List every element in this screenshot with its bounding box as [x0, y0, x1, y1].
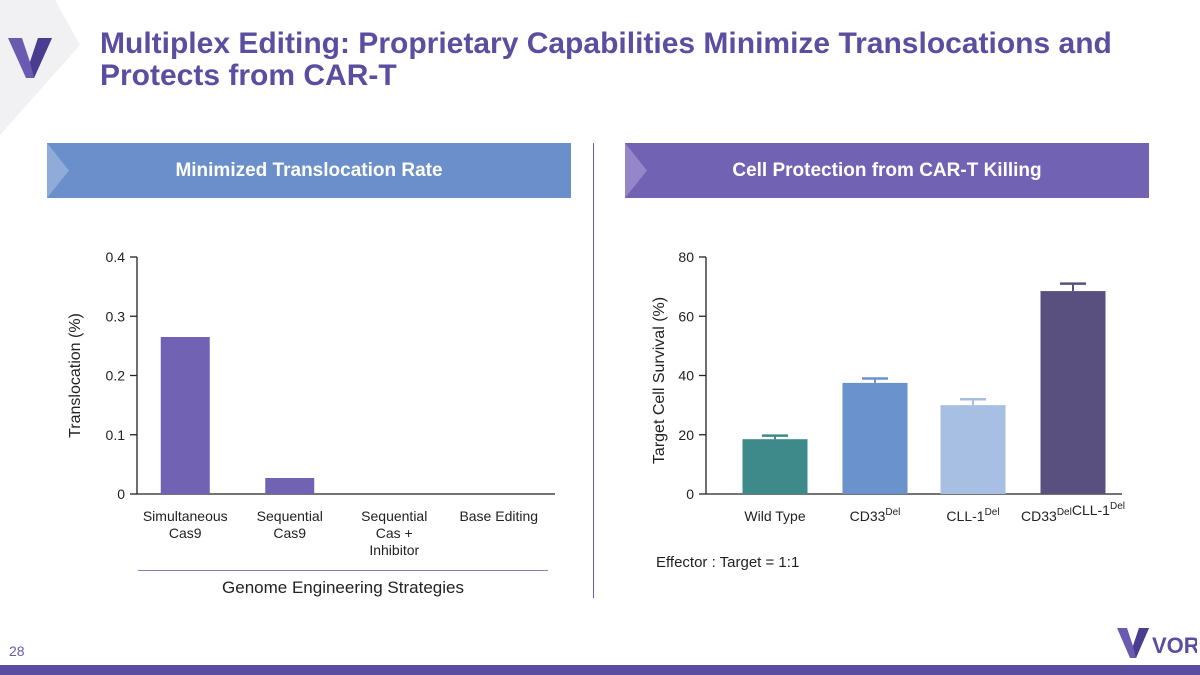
x-tick-label-superscript: Del: [1057, 507, 1072, 518]
x-axis-title: Genome Engineering Strategies: [222, 578, 464, 597]
y-tick-label: 0.3: [106, 308, 126, 324]
footer-bar: [0, 665, 1200, 675]
left-panel-header: Minimized Translocation Rate: [47, 143, 571, 198]
x-tick-label-superscript: Del: [885, 507, 900, 518]
x-tick-label: CLL-1Del: [946, 507, 999, 524]
y-tick-label: 60: [678, 308, 694, 324]
y-tick-label: 80: [678, 249, 694, 265]
chevron-icon: [47, 143, 69, 198]
x-tick-label: Cas9: [169, 525, 202, 541]
right-panel-header-label: Cell Protection from CAR-T Killing: [732, 159, 1042, 181]
x-tick-label-base: CLL-1: [946, 508, 984, 524]
y-tick-label: 40: [678, 368, 694, 384]
y-tick-label: 0.2: [106, 368, 126, 384]
bar: [1040, 291, 1106, 494]
right-panel-header: Cell Protection from CAR-T Killing: [625, 143, 1149, 198]
x-tick-label-base: CD33: [850, 508, 886, 524]
left-panel-header-label: Minimized Translocation Rate: [175, 159, 443, 181]
bar: [940, 405, 1006, 494]
x-tick-label: Base Editing: [459, 508, 538, 524]
x-tick-label-base: Wild Type: [744, 508, 805, 524]
bar: [265, 478, 315, 494]
x-tick-label: Simultaneous: [143, 508, 228, 524]
x-tick-label-base: CD33: [1021, 508, 1057, 524]
y-tick-label: 0: [686, 486, 694, 502]
x-tick-label: Cas9: [273, 525, 306, 541]
panel-divider: [593, 143, 594, 598]
x-tick-label: Wild Type: [744, 508, 805, 524]
x-tick-label: CD33Del: [850, 507, 901, 524]
y-tick-label: 0.1: [106, 427, 126, 443]
vor-logo: VOR: [1117, 628, 1197, 658]
x-tick-label: Inhibitor: [369, 542, 419, 558]
bar: [842, 382, 908, 494]
effector-target-note: Effector : Target = 1:1: [656, 554, 800, 571]
x-tick-label: Sequential: [257, 508, 323, 524]
x-tick-label-superscript: Del: [985, 507, 1000, 518]
x-tick-label: CD33DelCLL-1Del: [1021, 501, 1125, 524]
page-title: Multiplex Editing: Proprietary Capabilit…: [100, 27, 1112, 92]
y-tick-label: 0.4: [106, 249, 126, 265]
chevron-icon: [625, 143, 647, 198]
y-tick-label: 0: [117, 486, 125, 502]
x-axis-title-rule: [138, 570, 548, 571]
y-axis-title: Target Cell Survival (%): [651, 297, 668, 464]
x-tick-label-superscript: Del: [1110, 501, 1125, 512]
translocation-chart: 0 0.1 0.2 0.3 0.4 Translocation (%) Simultaneo…: [67, 249, 555, 558]
x-tick-label-base: CLL-1: [1072, 502, 1110, 518]
vor-logo-text: VOR: [1152, 633, 1197, 658]
bar: [160, 336, 210, 494]
page-number: 28: [9, 643, 25, 659]
x-tick-label: Cas +: [376, 525, 413, 541]
corner-logo: [0, 0, 80, 135]
y-tick-label: 20: [678, 427, 694, 443]
y-axis-title: Translocation (%): [67, 313, 84, 438]
bar: [742, 439, 808, 494]
x-tick-label: Sequential: [361, 508, 427, 524]
